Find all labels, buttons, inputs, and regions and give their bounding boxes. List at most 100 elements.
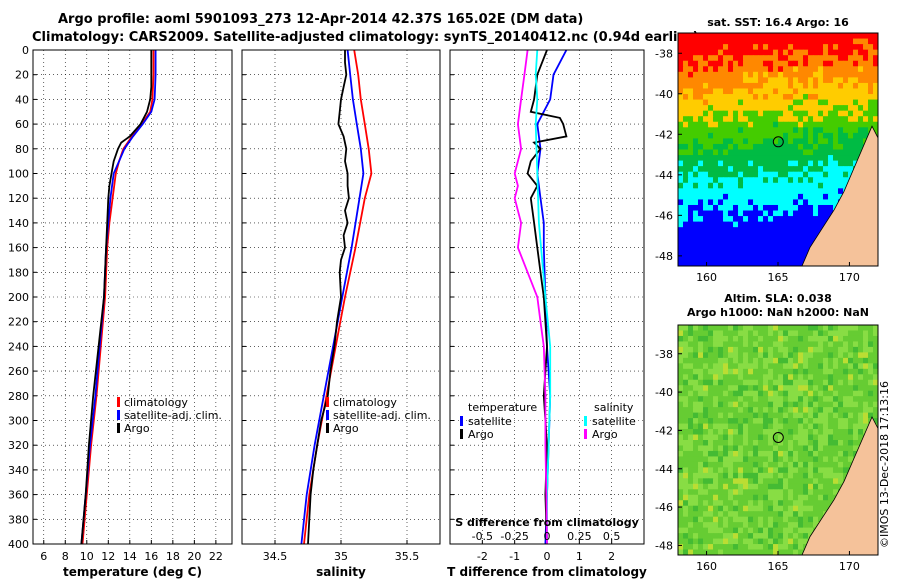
y-tick-label: 20 xyxy=(15,69,29,82)
map-cell xyxy=(763,221,769,228)
map-cell xyxy=(828,204,834,212)
x-tick-label: 16 xyxy=(144,550,158,563)
map-cell xyxy=(713,249,719,256)
map-cell xyxy=(743,450,749,457)
map-cell xyxy=(738,423,744,430)
map-cell xyxy=(818,456,824,463)
map-cell xyxy=(723,483,729,490)
map-cell xyxy=(808,82,814,89)
header-line-2: Climatology: CARS2009. Satellite-adjuste… xyxy=(32,30,699,45)
map-cell xyxy=(733,254,739,261)
map-cell xyxy=(683,533,689,540)
map-cell xyxy=(758,407,764,414)
map-cell xyxy=(773,166,779,173)
map-cell xyxy=(743,335,749,342)
map-cell xyxy=(703,341,709,348)
map-cell xyxy=(813,511,819,518)
map-cell xyxy=(763,401,769,408)
map-cell xyxy=(703,232,709,239)
map-cell xyxy=(808,66,814,73)
map-cell xyxy=(763,450,769,457)
map-cell xyxy=(848,49,854,56)
map-cell xyxy=(773,105,779,112)
map-cell xyxy=(793,82,799,89)
map-cell xyxy=(758,516,764,523)
map-cell xyxy=(778,522,784,529)
map-cell xyxy=(773,216,779,223)
map-cell xyxy=(683,363,689,370)
map-cell xyxy=(838,110,844,117)
map-cell xyxy=(698,511,704,518)
map-cell xyxy=(803,60,809,67)
map-cell xyxy=(758,401,764,408)
map-cell xyxy=(818,99,824,106)
map-cell xyxy=(688,44,694,51)
x-tick-label: 18 xyxy=(166,550,180,563)
map-cell xyxy=(783,227,789,234)
map-cell xyxy=(873,71,879,78)
map-cell xyxy=(838,44,844,51)
map-cell xyxy=(813,127,819,134)
map-cell xyxy=(683,171,689,178)
map-cell xyxy=(768,533,774,540)
map-cell xyxy=(678,325,684,331)
map-cell xyxy=(803,121,809,128)
map-cell xyxy=(873,110,879,117)
map-cell xyxy=(718,210,724,217)
map-cell xyxy=(838,132,844,139)
map-cell xyxy=(728,216,734,223)
map-cell xyxy=(733,177,739,184)
map-cell xyxy=(823,390,829,397)
map-cell xyxy=(823,412,829,419)
map-cell xyxy=(808,193,814,200)
map-cell xyxy=(703,467,709,474)
map-cell xyxy=(748,341,754,348)
map-cell xyxy=(823,99,829,106)
map-cell xyxy=(868,66,874,73)
map-cell xyxy=(828,418,834,425)
map-cell xyxy=(753,522,759,529)
map-cell xyxy=(693,221,699,228)
map-cell xyxy=(823,483,829,490)
map-cell xyxy=(788,522,794,529)
map-cell xyxy=(813,116,819,123)
map-cell xyxy=(723,210,729,217)
map-cell xyxy=(808,363,814,370)
map-cell xyxy=(783,199,789,206)
map-cell xyxy=(858,330,864,337)
map-cell xyxy=(703,216,709,223)
map-cell xyxy=(808,155,814,162)
map-cell xyxy=(698,352,704,359)
map-cell xyxy=(863,390,869,397)
map-cell xyxy=(713,429,719,436)
map-cell xyxy=(798,155,804,162)
map-cell xyxy=(808,352,814,359)
map-cell xyxy=(788,346,794,353)
map-cell xyxy=(703,494,709,501)
map-cell xyxy=(783,450,789,457)
map-cell xyxy=(758,494,764,501)
map-cell xyxy=(738,538,744,545)
map-cell xyxy=(728,127,734,134)
map-cell xyxy=(708,127,714,134)
map-cell xyxy=(853,423,859,430)
map-cell xyxy=(803,511,809,518)
map-cell xyxy=(768,166,774,173)
map-cell xyxy=(753,445,759,452)
map-cell xyxy=(728,221,734,228)
map-cell xyxy=(808,445,814,452)
map-cell xyxy=(738,467,744,474)
map-cell xyxy=(858,335,864,342)
map-cell xyxy=(728,423,734,430)
map-cell xyxy=(703,478,709,485)
map-cell xyxy=(763,82,769,89)
map-cell xyxy=(853,82,859,89)
map-cell xyxy=(723,467,729,474)
map-cell xyxy=(808,210,814,217)
map-cell xyxy=(743,210,749,217)
map-cell xyxy=(743,232,749,239)
map-cell xyxy=(753,472,759,479)
map-cell xyxy=(718,522,724,529)
map-cell xyxy=(848,379,854,386)
map-cell xyxy=(683,390,689,397)
